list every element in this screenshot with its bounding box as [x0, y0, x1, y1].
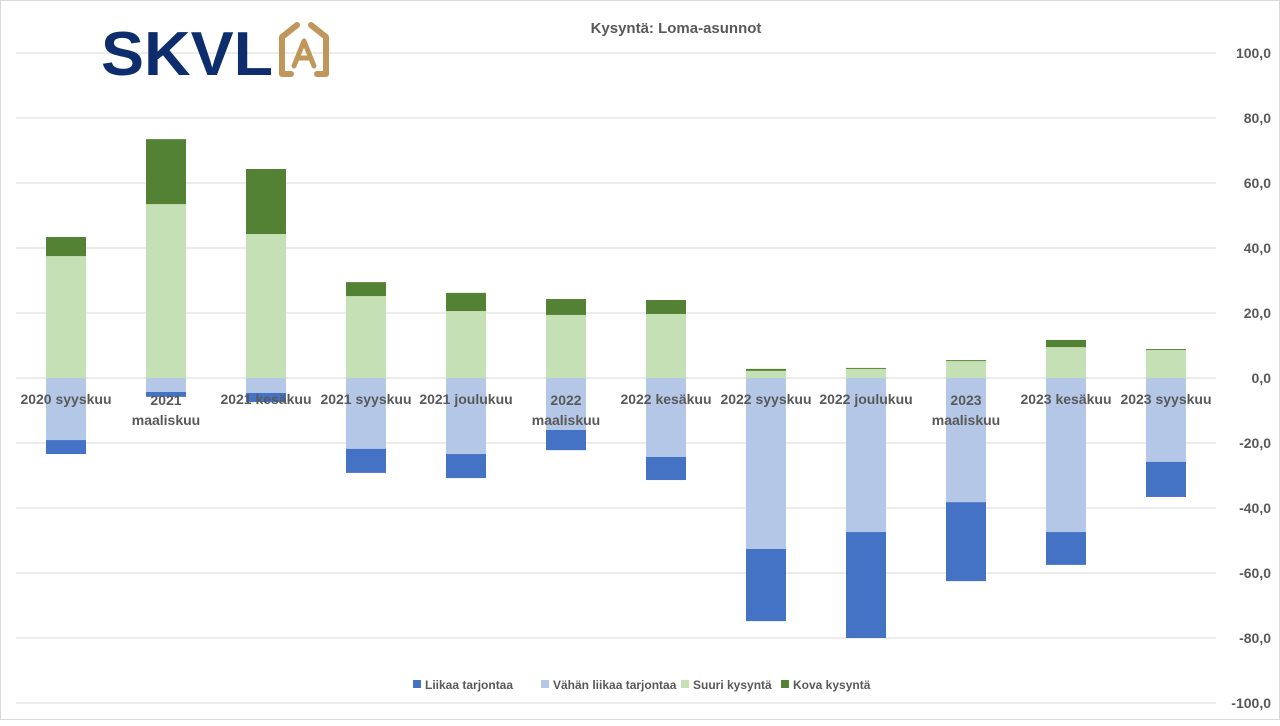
bar-kova-kysynt-: [346, 282, 386, 297]
house-emblem-icon: [279, 22, 329, 77]
legend-item: Liikaa tarjontaa: [413, 678, 513, 692]
bar-liikaa-tarjontaa: [1146, 461, 1186, 497]
bar-liikaa-tarjontaa: [146, 391, 186, 397]
legend-item: Kova kysyntä: [781, 678, 871, 692]
y-tick-label: -20,0: [1239, 435, 1271, 451]
x-category-label: maaliskuu: [532, 412, 600, 428]
legend-swatch: [781, 680, 789, 688]
y-tick-label: -100,0: [1231, 695, 1271, 711]
y-tick-label: 40,0: [1244, 240, 1271, 256]
bar-suuri-kysynt-: [546, 314, 586, 378]
legend-swatch: [681, 680, 689, 688]
bar-kova-kysynt-: [546, 299, 586, 315]
y-tick-label: 60,0: [1244, 175, 1271, 191]
x-category-label: 2022 syyskuu: [720, 391, 811, 407]
bar-kova-kysynt-: [746, 368, 786, 371]
x-category-label: 2022 kesäkuu: [620, 391, 711, 407]
legend-item: Vähän liikaa tarjontaa: [541, 678, 677, 692]
chart-title: Kysyntä: Loma-asunnot: [591, 20, 762, 37]
bar-v-h-n-liikaa-tarjontaa: [346, 378, 386, 449]
x-category-label: 2022 joulukuu: [819, 391, 912, 407]
x-category-label: 2021 joulukuu: [419, 391, 512, 407]
x-category-label: 2020 syyskuu: [20, 391, 111, 407]
bar-suuri-kysynt-: [646, 313, 686, 378]
bar-v-h-n-liikaa-tarjontaa: [746, 378, 786, 549]
y-tick-label: 0,0: [1252, 370, 1272, 386]
legend-label: Vähän liikaa tarjontaa: [553, 678, 677, 692]
x-category-label: 2021 kesäkuu: [220, 391, 311, 407]
bar-kova-kysynt-: [146, 139, 186, 205]
x-category-label: 2021: [150, 392, 181, 408]
bar-kova-kysynt-: [446, 292, 486, 312]
bar-suuri-kysynt-: [46, 256, 86, 378]
legend-label: Kova kysyntä: [793, 678, 871, 692]
bar-v-h-n-liikaa-tarjontaa: [946, 378, 986, 503]
x-category-label: 2023: [950, 392, 981, 408]
x-category-label: 2021 syyskuu: [320, 391, 411, 407]
bar-v-h-n-liikaa-tarjontaa: [1146, 378, 1186, 462]
bar-kova-kysynt-: [846, 367, 886, 369]
bar-v-h-n-liikaa-tarjontaa: [646, 378, 686, 457]
x-category-label: 2023 kesäkuu: [1020, 391, 1111, 407]
bar-liikaa-tarjontaa: [846, 532, 886, 638]
bar-kova-kysynt-: [1146, 349, 1186, 351]
bar-v-h-n-liikaa-tarjontaa: [246, 378, 286, 393]
bar-liikaa-tarjontaa: [246, 392, 286, 403]
bar-suuri-kysynt-: [1046, 347, 1086, 378]
y-tick-label: -60,0: [1239, 565, 1271, 581]
bar-liikaa-tarjontaa: [346, 448, 386, 473]
x-category-label: maaliskuu: [932, 412, 1000, 428]
x-category-label: 2023 syyskuu: [1120, 391, 1211, 407]
bar-suuri-kysynt-: [246, 234, 286, 378]
bar-kova-kysynt-: [246, 169, 286, 235]
logo-text: SKVL: [101, 20, 273, 89]
bar-v-h-n-liikaa-tarjontaa: [1046, 378, 1086, 533]
bar-liikaa-tarjontaa: [46, 440, 86, 455]
legend-item: Suuri kysyntä: [681, 678, 772, 692]
bar-v-h-n-liikaa-tarjontaa: [546, 378, 586, 430]
bar-liikaa-tarjontaa: [1046, 532, 1086, 565]
x-category-label: 2022: [550, 392, 581, 408]
y-tick-label: -80,0: [1239, 630, 1271, 646]
bar-v-h-n-liikaa-tarjontaa: [46, 378, 86, 441]
bar-suuri-kysynt-: [746, 370, 786, 378]
bar-suuri-kysynt-: [846, 368, 886, 378]
bar-suuri-kysynt-: [446, 311, 486, 378]
legend-swatch: [413, 680, 421, 688]
bar-liikaa-tarjontaa: [746, 548, 786, 622]
bar-kova-kysynt-: [46, 236, 86, 257]
skvl-logo: SKVL: [101, 20, 329, 89]
y-tick-label: 80,0: [1244, 110, 1271, 126]
bar-v-h-n-liikaa-tarjontaa: [846, 378, 886, 533]
bar-liikaa-tarjontaa: [546, 430, 586, 451]
bar-suuri-kysynt-: [346, 296, 386, 378]
bar-kova-kysynt-: [1046, 339, 1086, 348]
y-tick-label: -40,0: [1239, 500, 1271, 516]
bar-liikaa-tarjontaa: [446, 454, 486, 479]
bar-v-h-n-liikaa-tarjontaa: [446, 378, 486, 455]
legend-swatch: [541, 680, 549, 688]
x-category-label: maaliskuu: [132, 412, 200, 428]
bar-liikaa-tarjontaa: [646, 456, 686, 481]
y-tick-label: 100,0: [1236, 45, 1271, 61]
bar-suuri-kysynt-: [946, 361, 986, 378]
bar-liikaa-tarjontaa: [946, 502, 986, 582]
y-tick-label: 20,0: [1244, 305, 1271, 321]
bar-kova-kysynt-: [646, 300, 686, 314]
legend-label: Suuri kysyntä: [693, 678, 772, 692]
bar-suuri-kysynt-: [1146, 350, 1186, 378]
legend-label: Liikaa tarjontaa: [425, 678, 513, 692]
bar-kova-kysynt-: [946, 360, 986, 362]
bar-suuri-kysynt-: [146, 204, 186, 378]
bar-v-h-n-liikaa-tarjontaa: [146, 378, 186, 392]
